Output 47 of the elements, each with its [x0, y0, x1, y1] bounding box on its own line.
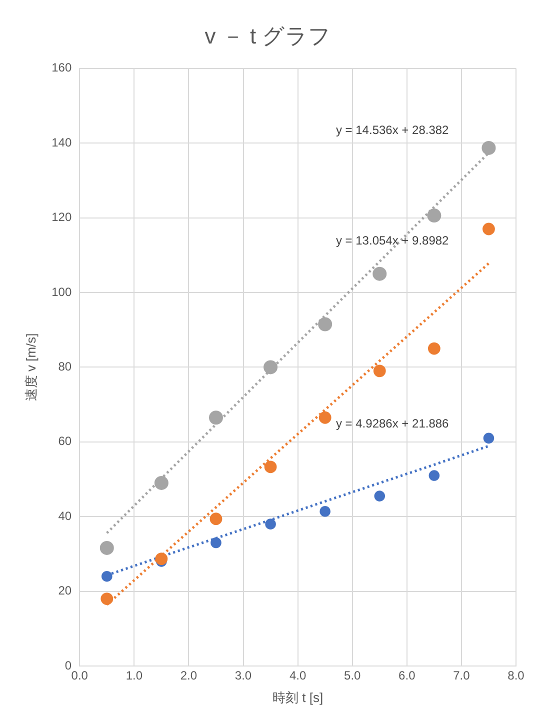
x-tick-label: 6.0: [398, 668, 416, 683]
x-tick-label: 3.0: [234, 668, 252, 683]
point: [374, 490, 386, 502]
point: [427, 208, 442, 223]
point: [155, 552, 168, 566]
x-tick-label: 2.0: [180, 668, 198, 683]
point: [100, 540, 114, 555]
point: [482, 140, 496, 155]
point: [482, 222, 495, 236]
y-tick-label: 60: [58, 434, 72, 448]
point: [101, 570, 112, 582]
y-tick-label: 20: [58, 584, 72, 598]
point: [428, 342, 440, 355]
y-tick-label: 100: [52, 284, 72, 299]
y-tick-label: 160: [52, 60, 72, 75]
point: [318, 411, 332, 424]
x-tick-label: 0.0: [71, 668, 88, 683]
point: [264, 460, 277, 474]
point: [320, 506, 330, 517]
x-tick-label: 1.0: [126, 668, 143, 683]
chart-title: v － t グラフ: [204, 23, 332, 48]
annotation: y = 13.054x + 9.8982: [336, 234, 450, 248]
y-axis-title: 速度 v [m/s]: [23, 333, 38, 402]
x-tick-label: 5.0: [344, 668, 362, 683]
y-tick-label: 0: [64, 658, 72, 672]
point: [372, 266, 387, 281]
point: [483, 432, 494, 444]
y-tick-label: 80: [58, 360, 72, 374]
point: [210, 537, 222, 548]
point: [154, 476, 168, 490]
point: [318, 317, 332, 332]
point: [264, 360, 278, 374]
point: [208, 410, 223, 425]
x-tick-label: 4.0: [289, 668, 306, 683]
y-tick-label: 40: [58, 508, 72, 523]
x-tick-label: 8.0: [508, 668, 525, 683]
point: [265, 518, 276, 530]
point: [373, 364, 386, 378]
point: [100, 592, 114, 605]
annotation: y = 14.536x + 28.382: [336, 123, 450, 138]
x-axis-title: 時刻 t [s]: [272, 690, 324, 705]
point: [210, 512, 222, 526]
y-tick-label: 140: [52, 135, 72, 150]
x-tick-label: 7.0: [453, 668, 470, 683]
annotation: y = 4.9286x + 21.886: [336, 416, 450, 430]
point: [428, 470, 440, 481]
y-tick-label: 120: [52, 210, 72, 224]
